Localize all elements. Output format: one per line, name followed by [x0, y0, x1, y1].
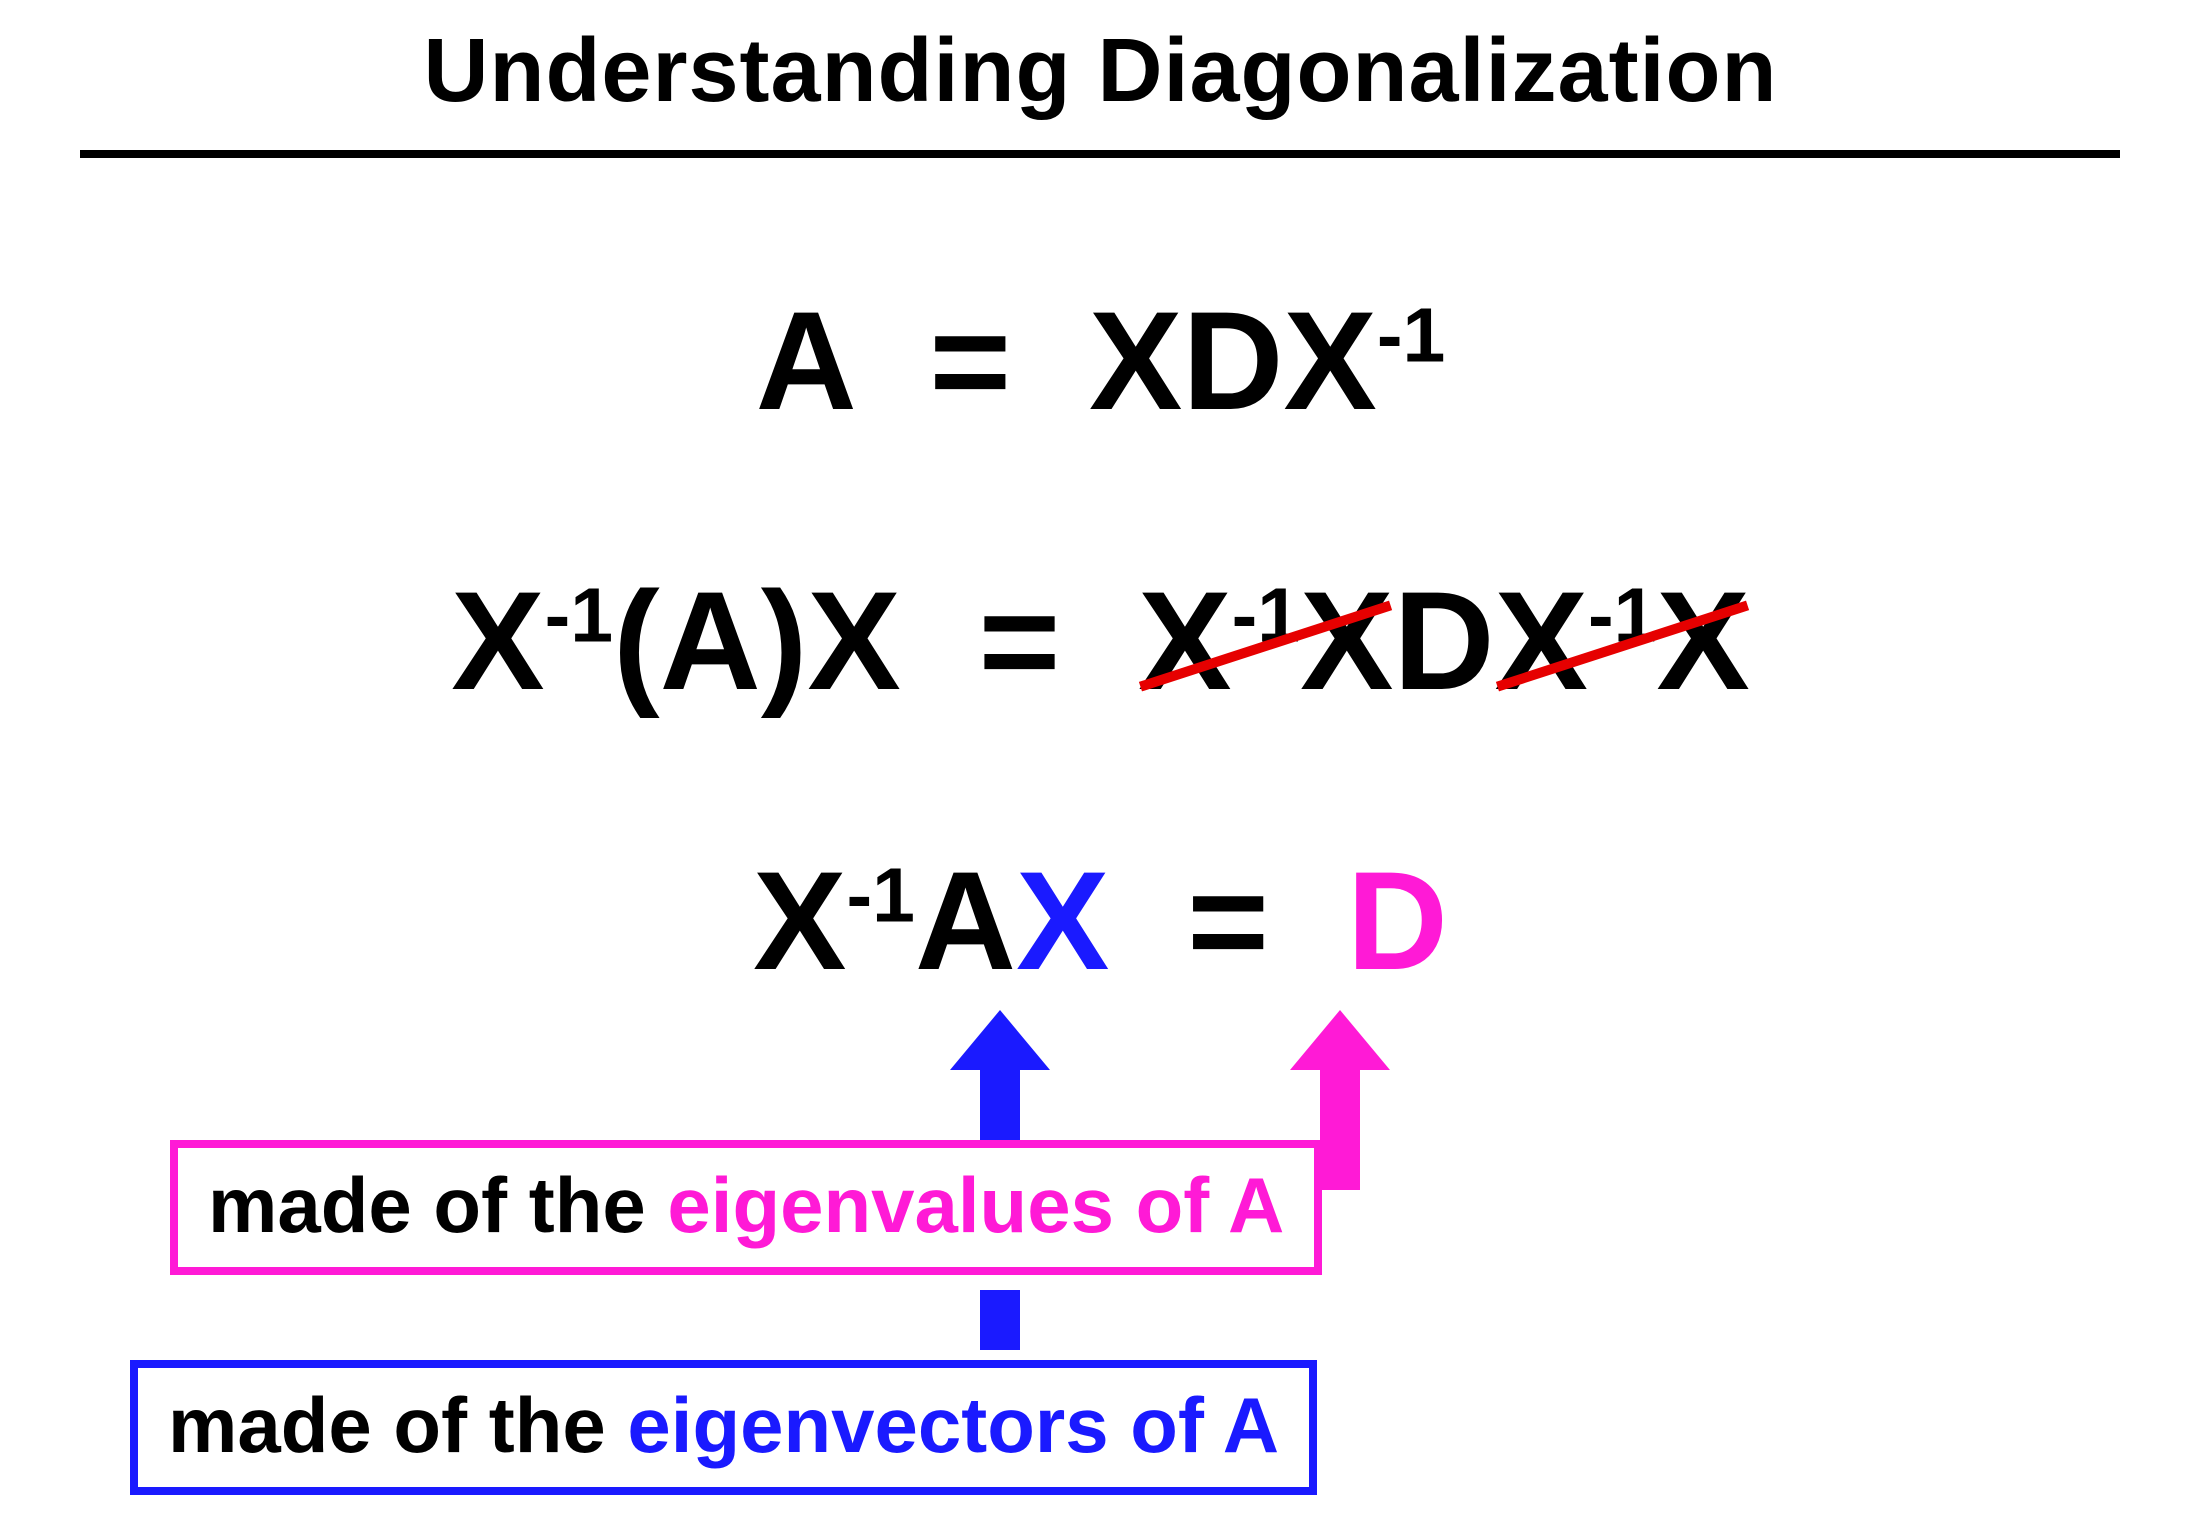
title-underline: [80, 150, 2120, 158]
eq1-A: A: [756, 282, 852, 439]
eq2-open-paren: (: [613, 562, 660, 719]
eq2-close-paren: ): [761, 562, 808, 719]
eq3-D-colored: D: [1347, 842, 1448, 999]
eq2-cancel-group-2: X-1X: [1495, 560, 1750, 722]
callout-eigenvalues: made of the eigenvalues of A: [170, 1140, 1322, 1275]
arrow-to-X-lower-icon: [980, 1290, 1020, 1350]
callout-eigenvalues-prefix: made of the: [208, 1161, 667, 1249]
eq3-X-colored: X: [1016, 842, 1109, 999]
equation-3: X-1AX = D: [0, 840, 2201, 1002]
eq3-equals: =: [1148, 842, 1308, 999]
callout-eigenvectors-highlight: eigenvectors of A: [627, 1381, 1279, 1469]
eq2-D: D: [1393, 562, 1494, 719]
eq3-Xinv: X-1: [753, 842, 915, 999]
callout-eigenvectors: made of the eigenvectors of A: [130, 1360, 1317, 1495]
eq2-equals: =: [940, 562, 1100, 719]
eq2-A: A: [660, 562, 761, 719]
eq2-Xinv: X-1: [451, 562, 613, 719]
page-title: Understanding Diagonalization: [0, 20, 2201, 123]
callout-eigenvalues-highlight: eigenvalues of A: [667, 1161, 1284, 1249]
equation-1: A = XDX-1: [0, 280, 2201, 442]
eq1-equals: =: [890, 282, 1050, 439]
eq2-cancel-group-1: X-1X: [1138, 560, 1393, 722]
callout-eigenvectors-prefix: made of the: [168, 1381, 627, 1469]
page-root: Understanding Diagonalization A = XDX-1 …: [0, 0, 2201, 1522]
eq3-A: A: [915, 842, 1016, 999]
equation-2: X-1(A)X = X-1XDX-1X: [0, 560, 2201, 722]
eq1-D: D: [1182, 282, 1283, 439]
eq1-X: X: [1089, 282, 1182, 439]
eq1-Xinv: X-1: [1283, 282, 1445, 439]
eq2-X: X: [807, 562, 900, 719]
